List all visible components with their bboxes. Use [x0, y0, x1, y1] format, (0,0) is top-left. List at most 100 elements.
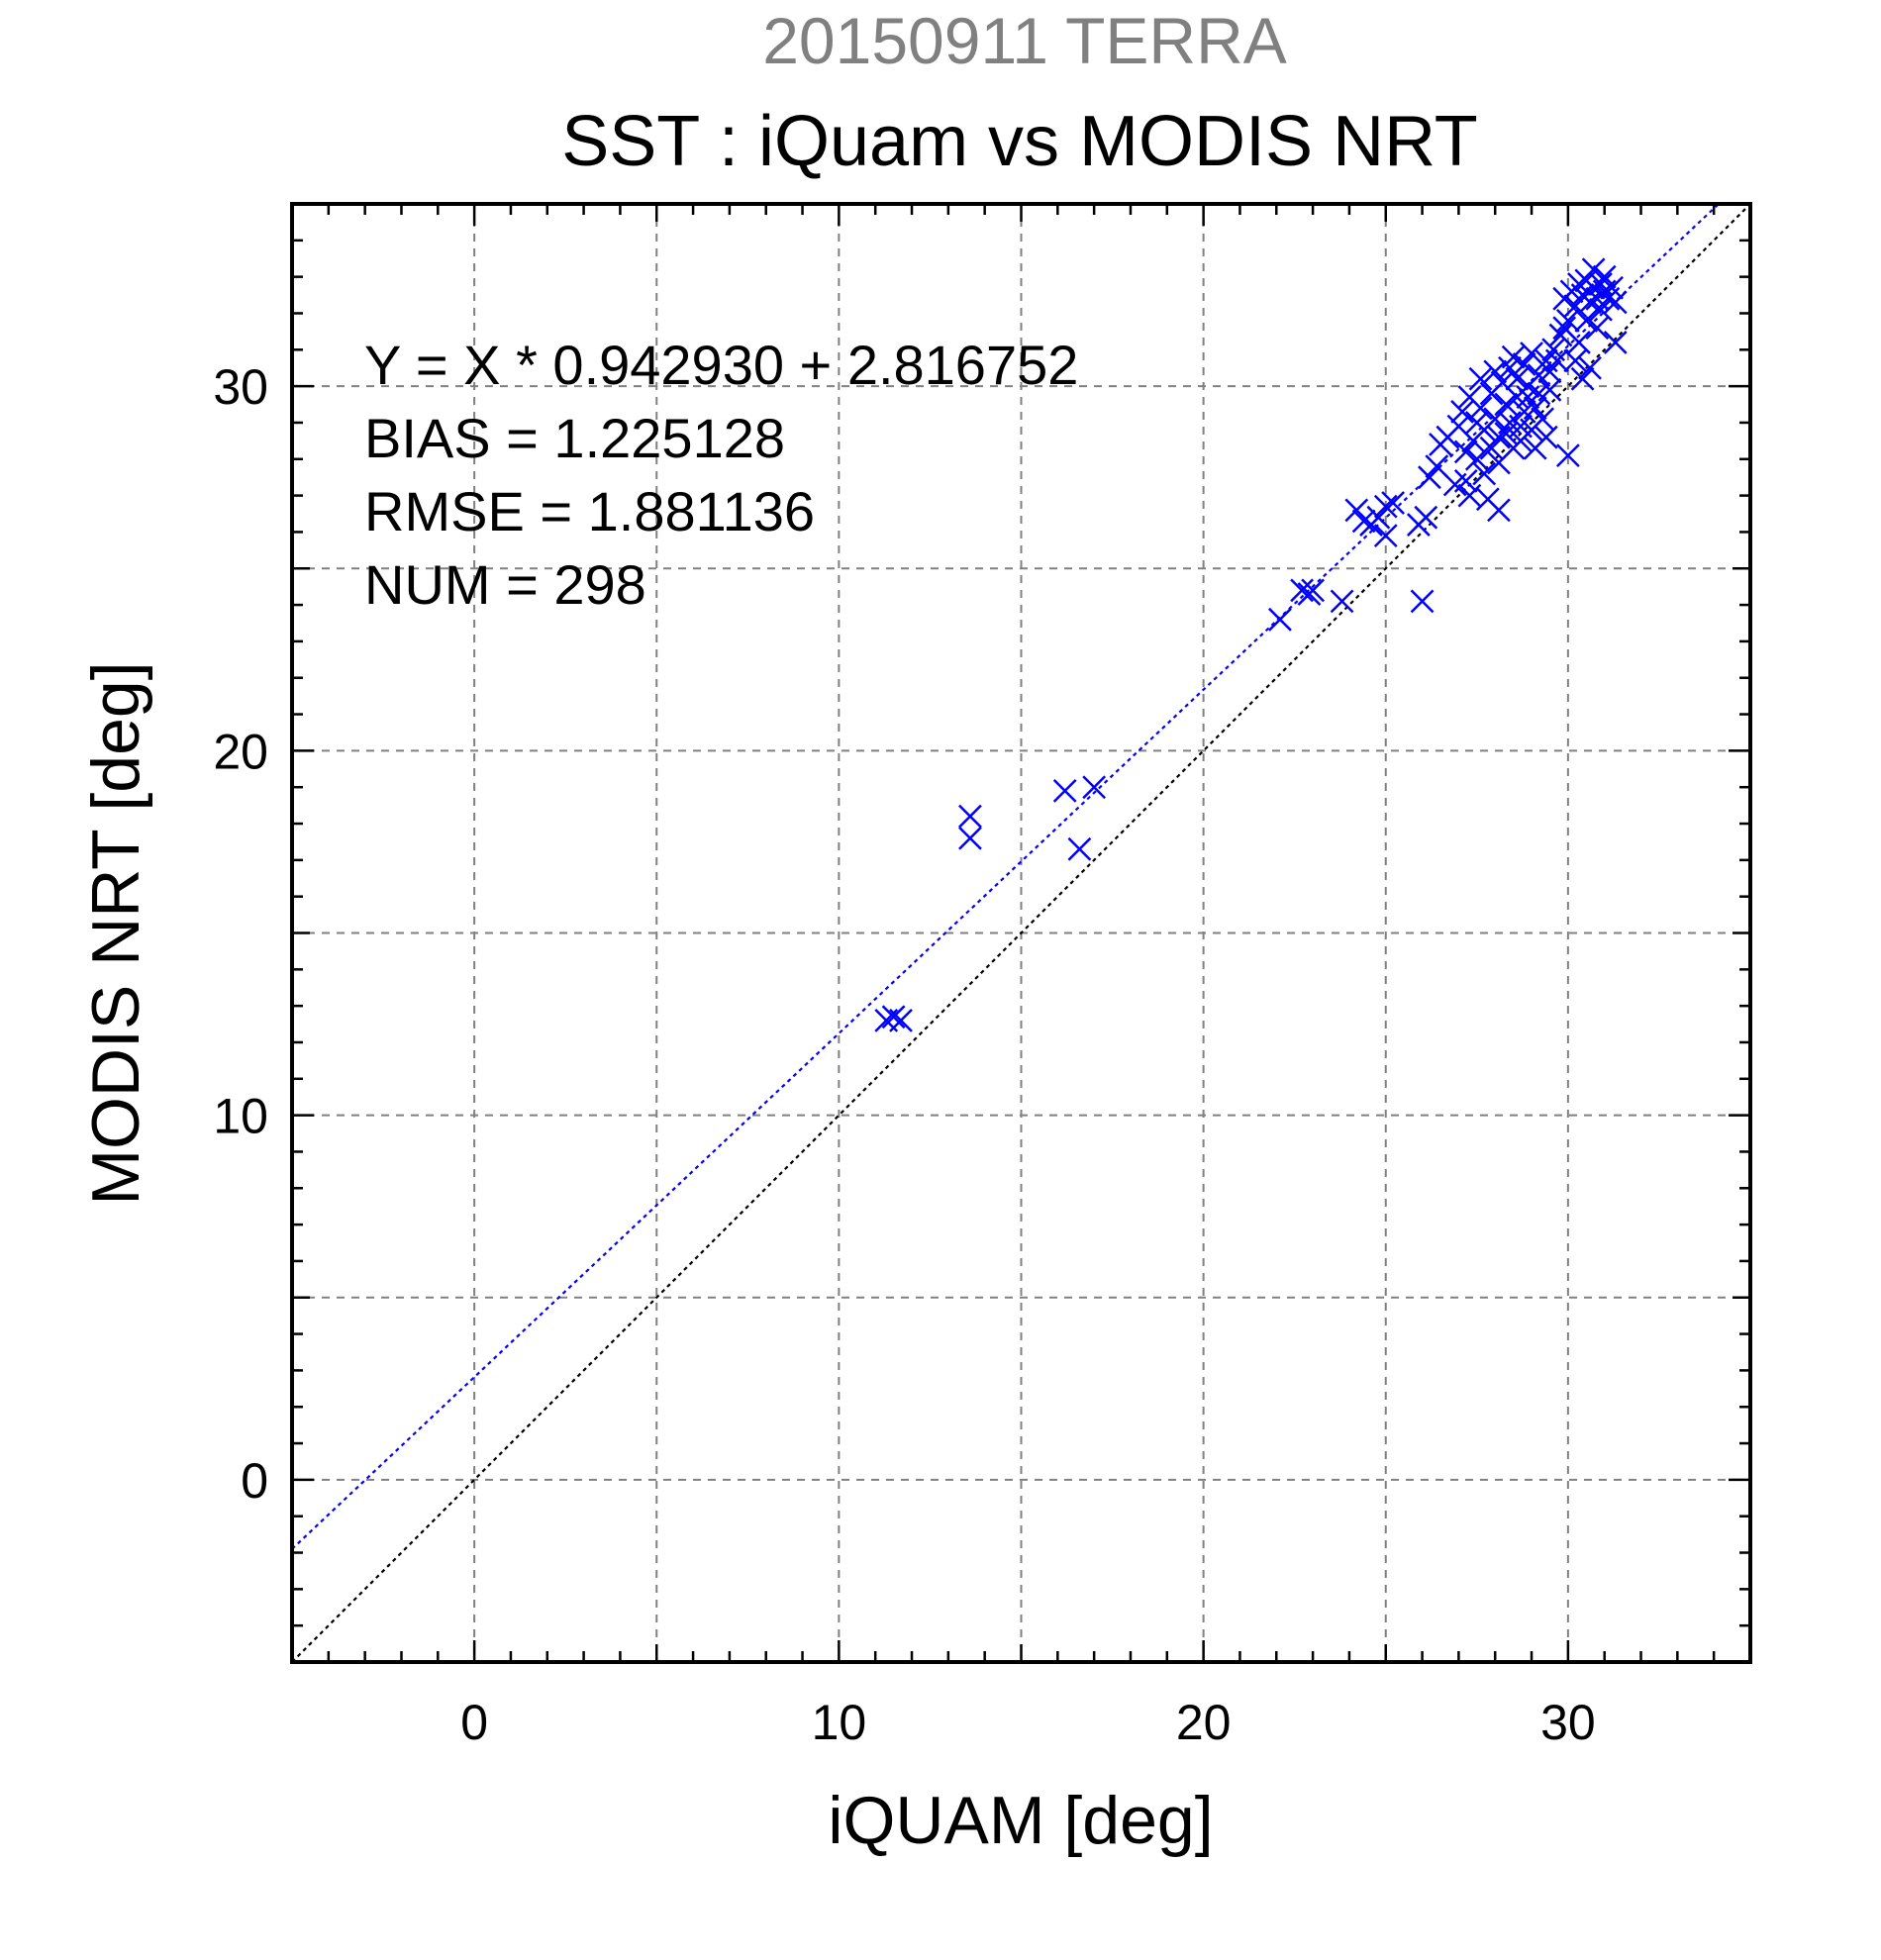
data-point-stroke — [1552, 316, 1577, 341]
data-point-stroke — [1570, 366, 1595, 391]
y-axis-label: MODIS NRT [deg] — [78, 661, 153, 1205]
data-point — [1425, 454, 1449, 479]
data-point — [1501, 344, 1526, 369]
data-point — [1487, 498, 1511, 523]
data-point — [1570, 366, 1595, 391]
data-point — [1457, 483, 1482, 508]
data-point — [1563, 348, 1588, 373]
data-point — [1585, 316, 1610, 341]
data-points — [874, 257, 1628, 1032]
data-point-stroke — [1603, 290, 1628, 315]
data-point — [1450, 400, 1474, 424]
data-point-stroke — [1563, 348, 1588, 373]
x-tick-label: 10 — [812, 1695, 867, 1750]
y-tick-label: 10 — [213, 1089, 268, 1144]
data-point — [1555, 308, 1580, 333]
data-point-stroke — [1537, 377, 1562, 402]
data-point — [1603, 290, 1628, 315]
data-point-stroke — [1531, 407, 1554, 432]
data-point — [1373, 524, 1398, 547]
data-point — [1534, 425, 1558, 449]
data-point-stroke — [1425, 454, 1449, 479]
data-point-stroke — [1555, 308, 1580, 333]
data-point — [1494, 392, 1519, 417]
data-point — [1520, 342, 1543, 365]
data-point-stroke — [1330, 589, 1354, 614]
data-point-stroke — [1592, 264, 1617, 289]
fit-equation: Y = X * 0.942930 + 2.816752 — [364, 334, 1078, 396]
data-point — [1574, 308, 1599, 333]
data-point — [958, 804, 982, 829]
data-point-stroke — [1501, 344, 1526, 369]
data-point-stroke — [1450, 400, 1474, 424]
data-point-stroke — [1453, 468, 1478, 493]
data-point-stroke — [1555, 443, 1580, 467]
data-point-stroke — [1410, 589, 1435, 614]
data-point — [1581, 257, 1606, 282]
data-point — [1052, 778, 1077, 803]
data-point-stroke — [1563, 294, 1588, 318]
data-point-stroke — [1464, 446, 1489, 471]
data-point-stroke — [1512, 352, 1536, 376]
data-point — [1578, 355, 1602, 380]
data-point-stroke — [1468, 366, 1493, 391]
data-point-stroke — [1082, 775, 1107, 800]
data-point-stroke — [958, 826, 982, 850]
data-point — [1603, 331, 1628, 354]
data-point — [1531, 407, 1554, 432]
data-point-stroke — [1534, 348, 1558, 373]
data-point-stroke — [1446, 414, 1471, 439]
data-point-stroke — [1457, 385, 1482, 410]
data-point-stroke — [1414, 505, 1438, 530]
data-point — [1330, 589, 1354, 614]
data-point — [889, 1008, 913, 1032]
identity-line — [291, 203, 1751, 1663]
data-point-stroke — [1541, 338, 1566, 362]
data-point — [1567, 331, 1591, 354]
data-point-stroke — [1523, 396, 1547, 421]
x-tick-label: 20 — [1176, 1695, 1232, 1750]
data-point — [1544, 348, 1569, 373]
data-point — [1487, 425, 1511, 449]
data-point-stroke — [1268, 607, 1292, 632]
data-point — [1523, 396, 1547, 421]
chart-title: SST : iQuam vs MODIS NRT — [561, 102, 1478, 181]
data-point-stroke — [1487, 425, 1511, 449]
rmse-value: RMSE = 1.881136 — [364, 480, 815, 542]
y-tick-label: 20 — [213, 724, 268, 779]
data-point-stroke — [1603, 331, 1628, 354]
data-point-stroke — [1534, 425, 1558, 449]
data-point — [1410, 589, 1435, 614]
y-tick-label: 0 — [241, 1453, 268, 1509]
x-axis-label: iQUAM [deg] — [828, 1783, 1213, 1858]
data-point — [1351, 509, 1376, 534]
data-point-stroke — [881, 1005, 906, 1029]
data-point — [1268, 607, 1292, 632]
data-point-stroke — [1067, 836, 1092, 861]
data-point-stroke — [1472, 461, 1497, 486]
data-point-stroke — [1589, 272, 1613, 296]
data-point — [1468, 366, 1493, 391]
data-point-stroke — [1574, 308, 1599, 333]
data-point-stroke — [1487, 498, 1511, 523]
data-point-stroke — [1567, 331, 1591, 354]
data-point — [1464, 446, 1489, 471]
data-point — [1537, 377, 1562, 402]
data-point — [1453, 468, 1478, 493]
data-point — [1563, 294, 1588, 318]
y-tick-label: 30 — [213, 359, 268, 415]
data-point-stroke — [1373, 494, 1398, 519]
data-point — [881, 1005, 906, 1029]
count-value: NUM = 298 — [364, 553, 646, 616]
data-point — [1468, 396, 1493, 421]
data-point — [1555, 443, 1580, 467]
plot-frame — [290, 202, 1752, 1664]
data-point-stroke — [1475, 487, 1500, 512]
data-point-stroke — [1520, 342, 1543, 365]
data-point — [1537, 359, 1562, 384]
data-point-stroke — [1483, 359, 1508, 384]
data-point — [1067, 836, 1092, 861]
data-point-stroke — [1344, 498, 1369, 523]
data-point-stroke — [1548, 323, 1573, 347]
